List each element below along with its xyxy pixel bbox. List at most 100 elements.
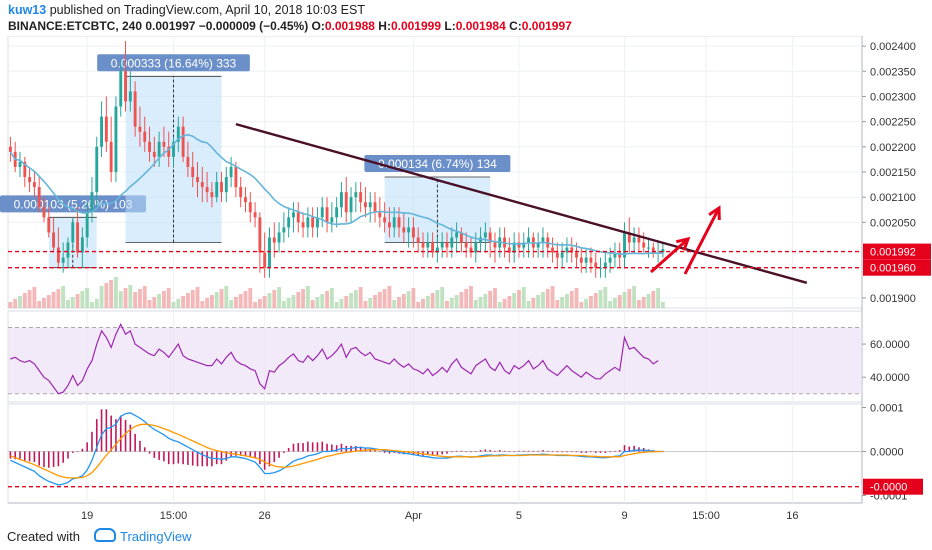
candle-body xyxy=(282,227,286,233)
macd-histogram-bar xyxy=(201,451,204,467)
macd-histogram-bar xyxy=(287,447,290,452)
macd-histogram-bar xyxy=(489,450,491,452)
volume-bar xyxy=(521,287,526,308)
macd-histogram-bar xyxy=(590,451,592,453)
macd-histogram-bar xyxy=(513,451,515,453)
volume-bar xyxy=(488,291,493,308)
macd-histogram-bar xyxy=(450,451,453,453)
candle-body xyxy=(474,242,478,253)
volume-bar xyxy=(349,293,353,308)
measure-label-bg xyxy=(0,195,146,213)
volume-bar xyxy=(526,301,531,308)
volume-bar xyxy=(579,302,584,308)
candle-body xyxy=(325,207,329,223)
macd-histogram-bar xyxy=(455,450,458,452)
volume-bar xyxy=(99,286,104,308)
candle-body xyxy=(37,187,41,208)
tradingview-logo[interactable]: TradingView xyxy=(94,528,192,544)
volume-bar xyxy=(42,298,46,308)
symbol-label[interactable]: BINANCE:ETCBTC, 240 xyxy=(8,19,143,33)
measure-label-bg xyxy=(97,54,250,72)
candle-body xyxy=(234,166,238,188)
macd-histogram-bar xyxy=(436,451,439,456)
candle-body xyxy=(469,247,473,253)
candle-body xyxy=(555,252,559,258)
created-with-text: Created with xyxy=(7,529,80,544)
macd-histogram-bar xyxy=(633,445,635,452)
volume-bar xyxy=(660,302,665,308)
last-price: 0.001997 xyxy=(145,19,196,33)
macd-histogram-bar xyxy=(359,446,362,452)
volume-bar xyxy=(550,286,555,308)
candle-body xyxy=(623,232,626,258)
author-name[interactable]: kuw13 xyxy=(8,3,47,17)
candle-body xyxy=(114,106,118,172)
macd-histogram-bar xyxy=(599,451,602,453)
time-tick-label: 19 xyxy=(81,510,93,522)
macd-histogram-bar xyxy=(292,443,295,452)
macd-histogram-bar xyxy=(167,451,170,465)
volume-bar xyxy=(32,287,37,308)
time-tick-label: 9 xyxy=(621,510,627,522)
volume-bar xyxy=(162,291,166,308)
volume-bar xyxy=(363,301,368,308)
volume-bar xyxy=(593,293,598,308)
candle-body xyxy=(512,242,516,253)
candle-body xyxy=(220,182,223,193)
candle-body xyxy=(579,257,583,263)
volume-bar xyxy=(224,286,229,308)
macd-histogram-bar xyxy=(479,450,482,452)
volume-bar xyxy=(425,296,430,308)
macd-histogram-bar xyxy=(374,450,376,452)
macd-histogram-bar xyxy=(28,451,31,462)
candle-body xyxy=(522,242,526,248)
candle-body xyxy=(435,247,439,253)
measure-label-bg xyxy=(364,155,511,173)
volume-bar xyxy=(512,293,517,308)
volume-bar xyxy=(353,290,358,308)
low-value: 0.001984 xyxy=(455,19,506,33)
macd-histogram-bar xyxy=(498,450,501,452)
volume-bar xyxy=(238,294,243,308)
candle-body xyxy=(47,217,51,233)
candle-body xyxy=(632,237,636,243)
volume-bar xyxy=(449,298,454,308)
candle-body xyxy=(85,212,89,238)
annotation-arrow xyxy=(683,207,721,275)
volume-bar xyxy=(8,302,13,308)
volume-bar xyxy=(325,291,329,308)
time-tick-label: 15:00 xyxy=(692,510,720,522)
macd-histogram-bar xyxy=(239,451,242,456)
candle-body xyxy=(407,227,411,233)
volume-bar xyxy=(75,294,80,308)
volume-bar xyxy=(109,280,114,308)
candle-body xyxy=(148,141,151,152)
macd-histogram-bar xyxy=(33,451,36,463)
macd-histogram-bar xyxy=(254,451,256,459)
chart-canvas[interactable]: 19 15:00 26 Apr 5 9 15:00 16 0.002400 0.002350 0.0… xyxy=(0,36,932,522)
volume-bar xyxy=(243,291,248,308)
macd-histogram-bar xyxy=(331,444,333,452)
candle-body xyxy=(71,222,75,243)
candle-body xyxy=(651,247,655,253)
volume-bar xyxy=(445,301,449,308)
volume-bar xyxy=(358,287,363,308)
macd-histogram-bar xyxy=(225,451,228,461)
volume-bar xyxy=(493,288,497,308)
volume-bar xyxy=(329,288,334,308)
volume-bar xyxy=(646,294,651,308)
candle-body xyxy=(196,177,199,183)
volume-bar xyxy=(114,277,118,308)
time-tick-label: 16 xyxy=(786,510,798,522)
price-tick-label: 0.002300 xyxy=(870,91,916,103)
candle-body xyxy=(383,217,387,223)
price-tick-label: 0.002150 xyxy=(870,167,916,179)
volume-bar xyxy=(612,298,617,308)
candle-body xyxy=(661,249,665,253)
macd-histogram-bar xyxy=(187,451,189,465)
candle-body xyxy=(80,237,84,253)
macd-tick-label: 0.0000 xyxy=(870,447,904,459)
volume-bar xyxy=(142,286,147,308)
macd-histogram-bar xyxy=(71,451,74,453)
macd-histogram-bar xyxy=(546,450,549,452)
